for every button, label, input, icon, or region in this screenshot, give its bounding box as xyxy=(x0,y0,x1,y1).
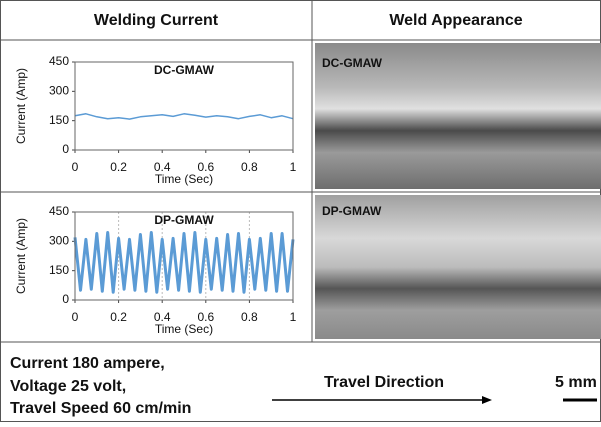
y-tick-label: 0 xyxy=(62,292,69,306)
photo-label: DC-GMAW xyxy=(322,56,383,70)
y-tick-label: 300 xyxy=(49,234,69,248)
x-tick-label: 0.2 xyxy=(110,160,127,174)
x-axis-title: Time (Sec) xyxy=(155,172,213,186)
y-tick-label: 450 xyxy=(49,204,69,218)
x-tick-label: 1 xyxy=(290,310,297,324)
x-axis-title: Time (Sec) xyxy=(155,322,213,336)
x-tick-label: 0.8 xyxy=(241,310,258,324)
condition: Current 180 ampere, xyxy=(10,355,165,372)
direction-label: Travel Direction xyxy=(324,374,444,391)
condition: Travel Speed 60 cm/min xyxy=(10,400,191,417)
y-axis-title: Current (Amp) xyxy=(14,218,28,294)
column-header: Weld Appearance xyxy=(389,12,522,29)
current-line xyxy=(75,114,293,119)
chart-title: DP-GMAW xyxy=(154,213,214,227)
condition: Voltage 25 volt, xyxy=(10,378,126,395)
figure: Welding Current Weld Appearance DC-GMAW … xyxy=(0,0,601,422)
y-tick-label: 150 xyxy=(49,263,69,277)
photo-label: DP-GMAW xyxy=(322,204,382,218)
y-tick-label: 0 xyxy=(62,142,69,156)
x-tick-label: 0.2 xyxy=(110,310,127,324)
column-header: Welding Current xyxy=(94,12,219,29)
y-axis-title: Current (Amp) xyxy=(14,68,28,144)
arrow-head xyxy=(482,396,492,404)
y-tick-label: 300 xyxy=(49,84,69,98)
chart-title: DC-GMAW xyxy=(154,63,215,77)
scale-label: 5 mm xyxy=(555,374,597,391)
x-tick-label: 0.8 xyxy=(241,160,258,174)
y-tick-label: 150 xyxy=(49,113,69,127)
x-tick-label: 0 xyxy=(72,160,79,174)
y-tick-label: 450 xyxy=(49,54,69,68)
current-line xyxy=(75,233,293,293)
x-tick-label: 0 xyxy=(72,310,79,324)
x-tick-label: 1 xyxy=(290,160,297,174)
